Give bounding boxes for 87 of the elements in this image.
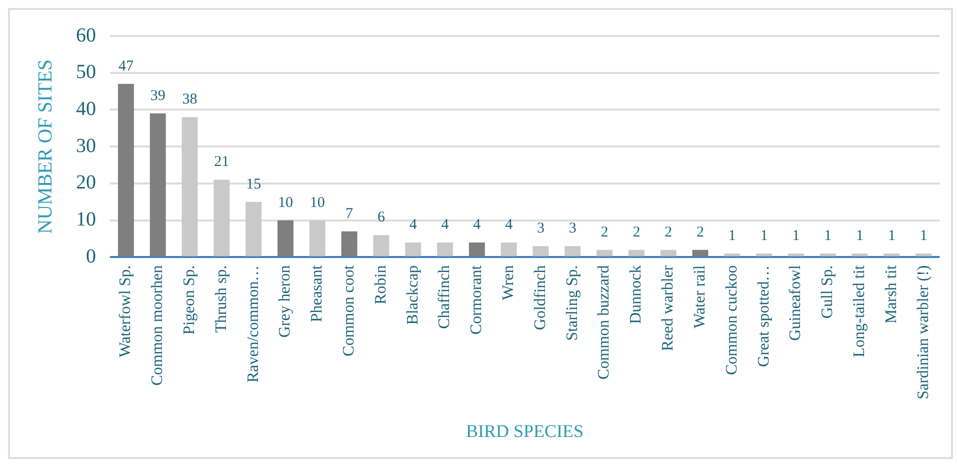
x-tick-label: Sardinian warbler (!) bbox=[914, 265, 932, 400]
data-label: 4 bbox=[441, 216, 450, 233]
x-tick-label: Goldfinch bbox=[532, 265, 549, 330]
data-label: 2 bbox=[632, 224, 640, 240]
data-label: 1 bbox=[856, 228, 864, 244]
x-tick-label: Common moorhen bbox=[149, 265, 166, 386]
data-label: 6 bbox=[377, 210, 386, 226]
x-tick-label: Long-tailed tit bbox=[851, 264, 868, 358]
bar bbox=[500, 242, 517, 256]
bar bbox=[468, 242, 485, 256]
x-tick-label: Chaffinch bbox=[436, 265, 454, 329]
x-tick-label: Pheasant bbox=[308, 264, 326, 322]
data-label: 47 bbox=[118, 58, 134, 74]
bar bbox=[756, 254, 772, 256]
bar bbox=[118, 84, 134, 256]
x-tick-label: Water rail bbox=[691, 264, 708, 328]
data-label: 2 bbox=[664, 224, 672, 240]
bar bbox=[532, 246, 549, 256]
x-tick-label: Marsh tit bbox=[882, 264, 900, 324]
data-label: 39 bbox=[150, 88, 166, 104]
bar bbox=[596, 250, 613, 256]
data-label: 1 bbox=[760, 228, 768, 244]
data-label: 1 bbox=[920, 228, 928, 244]
bar bbox=[150, 113, 166, 256]
bar bbox=[373, 235, 390, 256]
data-label: 4 bbox=[409, 216, 418, 233]
bar bbox=[628, 250, 644, 256]
bar bbox=[405, 242, 422, 256]
bar bbox=[660, 250, 676, 256]
data-label: 3 bbox=[568, 220, 576, 237]
y-tick-label: 10 bbox=[76, 208, 96, 231]
y-tick-label: 60 bbox=[76, 24, 96, 46]
x-tick-label: Gull Sp. bbox=[819, 265, 836, 319]
y-tick-label: 50 bbox=[76, 61, 96, 84]
y-axis-title: NUMBER OF SITES bbox=[34, 59, 56, 234]
data-label: 1 bbox=[728, 228, 736, 244]
data-label: 21 bbox=[214, 154, 230, 170]
y-tick-label: 0 bbox=[86, 245, 96, 268]
x-tick-label: Common cuckoo bbox=[723, 265, 740, 375]
data-label: 2 bbox=[696, 224, 704, 240]
x-tick-label: Common coot bbox=[340, 264, 358, 356]
bar bbox=[278, 220, 294, 256]
x-tick-label: Raven/common… bbox=[244, 265, 262, 383]
data-label: 10 bbox=[310, 194, 325, 211]
x-axis-title: BIRD SPECIES bbox=[466, 420, 584, 441]
bar bbox=[884, 254, 900, 256]
y-tick-label: 30 bbox=[76, 134, 96, 157]
bar bbox=[692, 250, 708, 256]
bar bbox=[214, 180, 230, 256]
data-label: 2 bbox=[600, 224, 608, 240]
bar bbox=[246, 202, 262, 256]
x-tick-label: Grey heron bbox=[276, 265, 294, 338]
x-tick-label: Waterfowl Sp. bbox=[117, 265, 134, 358]
data-label: 38 bbox=[182, 92, 198, 108]
bar bbox=[820, 254, 836, 256]
data-label: 10 bbox=[278, 194, 293, 211]
bar bbox=[182, 117, 198, 256]
x-tick-label: Robin bbox=[372, 265, 390, 304]
data-label: 4 bbox=[473, 216, 482, 233]
data-label: 1 bbox=[792, 228, 800, 244]
x-tick-label: Guineafowl bbox=[787, 264, 804, 341]
bar bbox=[341, 231, 358, 256]
y-tick-label: 40 bbox=[76, 98, 96, 120]
bar bbox=[916, 254, 932, 256]
x-tick-label: Starling Sp. bbox=[564, 265, 581, 341]
x-tick-label: Dunnock bbox=[628, 265, 645, 324]
data-label: 1 bbox=[824, 228, 832, 244]
x-tick-label: Common buzzard bbox=[596, 265, 613, 380]
data-label: 4 bbox=[505, 216, 514, 233]
bar bbox=[309, 220, 326, 256]
bar bbox=[564, 246, 581, 256]
x-tick-label: Thrush sp. bbox=[212, 265, 230, 333]
x-tick-label: Great spotted… bbox=[755, 265, 772, 367]
x-tick-label: Blackcap bbox=[404, 265, 422, 325]
data-label: 1 bbox=[888, 228, 896, 244]
x-tick-label: Cormorant bbox=[468, 264, 486, 335]
data-label: 15 bbox=[246, 176, 262, 192]
bar bbox=[437, 242, 453, 256]
x-tick-label: Wren bbox=[500, 265, 518, 300]
bar bbox=[788, 254, 804, 256]
data-label: 3 bbox=[536, 220, 544, 237]
bar bbox=[724, 254, 740, 256]
x-tick-label: Reed warbler bbox=[660, 264, 677, 351]
y-tick-label: 20 bbox=[76, 172, 96, 194]
bar bbox=[852, 254, 868, 256]
x-tick-label: Pigeon Sp. bbox=[180, 265, 198, 335]
data-label: 7 bbox=[346, 206, 354, 222]
